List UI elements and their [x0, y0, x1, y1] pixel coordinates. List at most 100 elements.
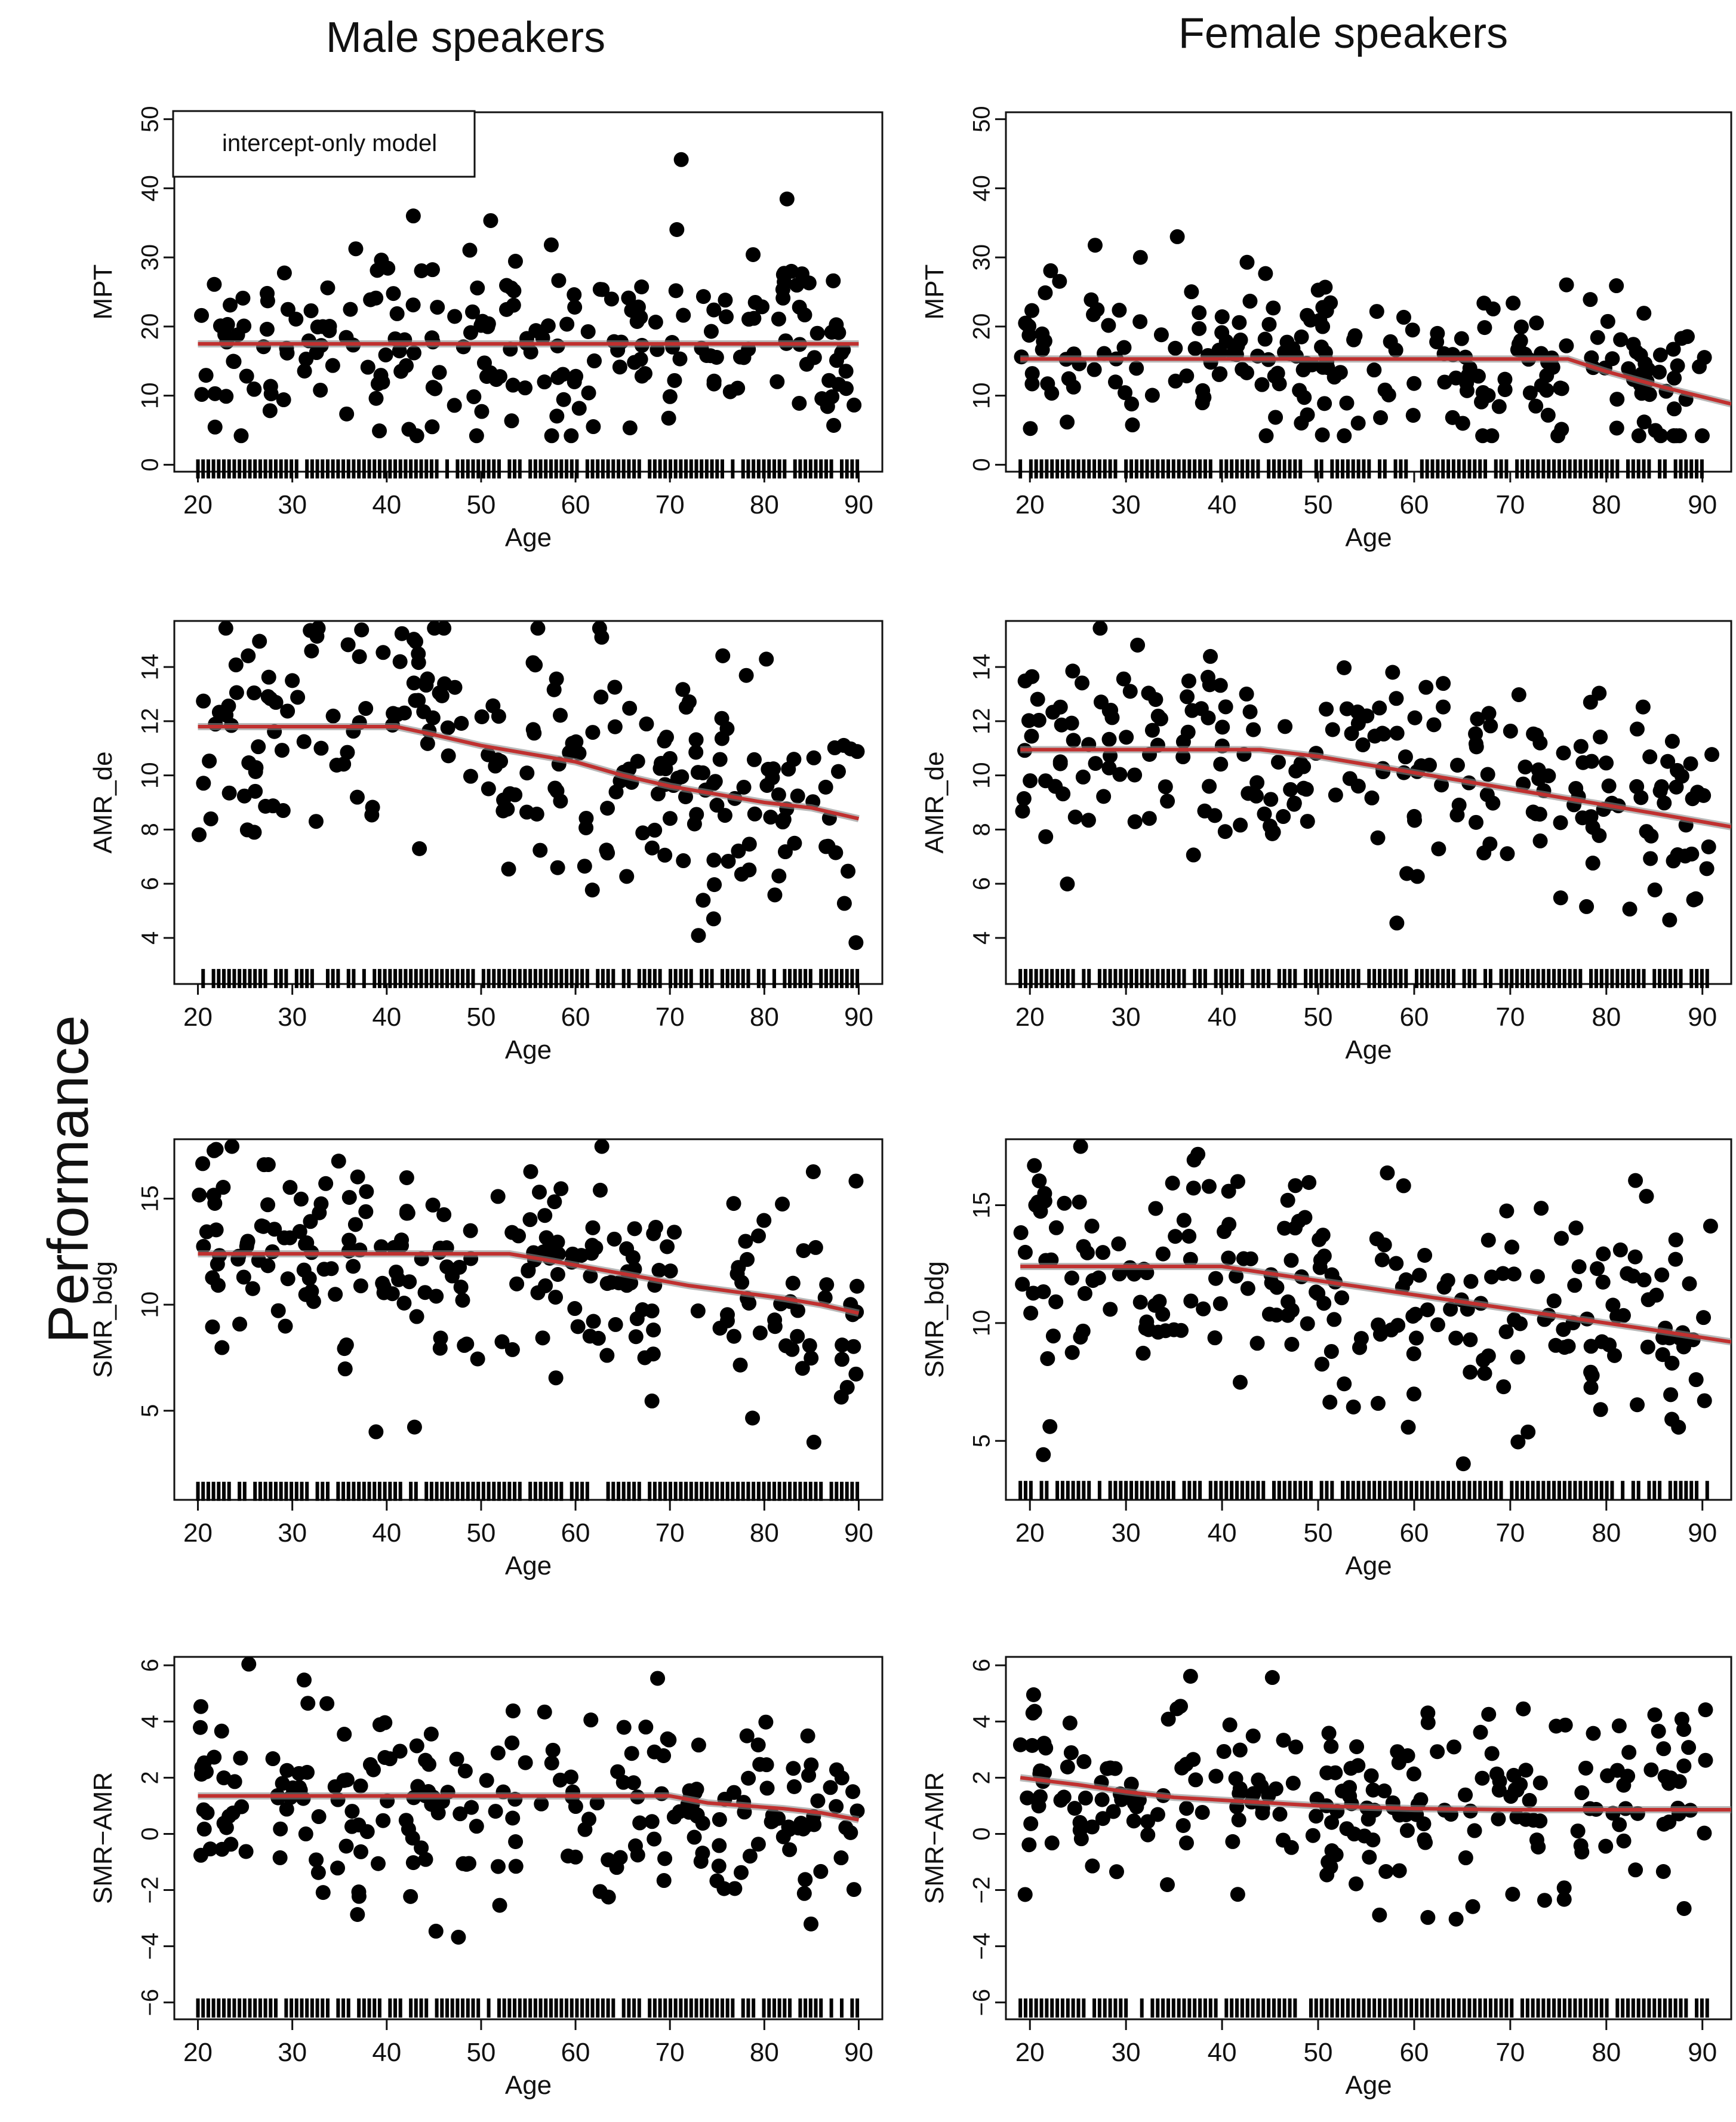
data-point: [391, 1272, 407, 1287]
data-point: [1269, 1280, 1285, 1295]
data-point: [1364, 790, 1380, 805]
data-point: [607, 1231, 622, 1247]
x-tick-label: 60: [561, 1518, 590, 1548]
data-point: [833, 1850, 849, 1866]
data-point: [836, 896, 852, 911]
data-point: [1585, 856, 1600, 871]
data-point: [1694, 428, 1710, 444]
data-point: [616, 1720, 632, 1735]
data-point: [1215, 719, 1230, 735]
data-point: [1505, 1887, 1520, 1902]
data-point: [1408, 1306, 1423, 1322]
data-point: [599, 1348, 615, 1363]
data-point: [1232, 1742, 1248, 1758]
data-point: [621, 290, 636, 306]
data-point: [1516, 1701, 1531, 1717]
data-point: [1144, 722, 1160, 738]
x-tick-label: 20: [183, 1518, 213, 1548]
x-tick-label: 50: [466, 2038, 495, 2067]
data-point: [1195, 1804, 1210, 1820]
data-point: [1095, 1811, 1110, 1826]
data-point: [669, 222, 685, 238]
data-point: [1497, 382, 1513, 398]
data-point: [256, 1219, 271, 1234]
data-point: [600, 845, 615, 861]
x-tick-label: 90: [844, 2038, 873, 2067]
data-point: [707, 774, 723, 789]
data-point: [196, 776, 211, 791]
data-point: [1101, 731, 1117, 747]
data-point: [1208, 1769, 1224, 1784]
data-point: [1357, 1828, 1372, 1844]
data-point: [587, 353, 602, 368]
data-point: [703, 324, 719, 339]
x-tick-label: 50: [1304, 2038, 1333, 2067]
data-point: [619, 869, 635, 884]
data-point: [430, 300, 445, 315]
data-point: [630, 1847, 645, 1863]
data-point: [586, 419, 601, 435]
data-point: [325, 708, 341, 724]
data-point: [1398, 749, 1413, 765]
data-point: [340, 745, 355, 760]
data-point: [833, 1389, 849, 1405]
data-point: [779, 191, 795, 207]
data-point: [324, 1261, 339, 1277]
data-point: [759, 1757, 774, 1773]
data-point: [1021, 327, 1037, 343]
data-point: [1484, 1746, 1500, 1761]
data-point: [1323, 295, 1338, 310]
data-point: [1491, 1782, 1507, 1798]
x-axis-label: Age: [505, 2071, 552, 2100]
data-point: [1697, 1825, 1712, 1841]
data-point: [1513, 1777, 1528, 1792]
data-point: [1697, 350, 1712, 365]
data-point: [1697, 1393, 1712, 1408]
y-tick-label: −4: [137, 1933, 164, 1960]
data-point: [1150, 708, 1166, 724]
data-point: [1475, 385, 1491, 400]
data-point: [771, 311, 786, 327]
data-point: [570, 1319, 586, 1334]
data-point: [1288, 1739, 1304, 1755]
data-point: [304, 643, 319, 659]
data-point: [806, 1434, 821, 1450]
data-point: [715, 648, 731, 663]
data-point: [1081, 813, 1096, 828]
data-point: [627, 1221, 642, 1237]
data-point: [210, 1278, 226, 1293]
data-point: [1642, 749, 1658, 765]
data-point: [1013, 1225, 1029, 1241]
data-point: [712, 1320, 728, 1336]
x-tick-label: 80: [1592, 1002, 1621, 1032]
data-point: [1656, 1816, 1672, 1832]
data-point: [1578, 1760, 1593, 1776]
data-point: [695, 289, 711, 305]
panel-male-diff: 20 30 40 50 60 70 80 90 −6 −4 −2 0 2 4 6 Age SMR−AMR: [88, 1656, 884, 2100]
data-point: [1130, 637, 1146, 653]
data-point: [1158, 779, 1173, 795]
data-point: [1201, 1179, 1217, 1194]
x-tick-label: 80: [750, 1518, 779, 1548]
data-point: [1024, 376, 1040, 392]
data-point: [236, 318, 252, 334]
data-point: [1666, 853, 1681, 869]
data-point: [1208, 1271, 1223, 1286]
data-point: [1217, 824, 1233, 839]
data-point: [845, 1784, 861, 1800]
panel-male-smr: 20 30 40 50 60 70 80 90 5 10 15 Age SMR_bdg: [88, 1138, 884, 1580]
data-point: [1116, 340, 1132, 355]
data-point: [285, 1780, 301, 1795]
data-point: [1654, 1267, 1670, 1283]
data-point: [405, 297, 421, 313]
fit-line: [1020, 748, 1731, 829]
data-point: [1084, 1218, 1100, 1234]
data-point: [1657, 1769, 1673, 1784]
data-point: [1026, 1687, 1041, 1702]
data-point: [1436, 676, 1451, 691]
data-point: [418, 1752, 433, 1768]
data-point: [1257, 806, 1272, 822]
data-point: [668, 283, 684, 299]
data-point: [1558, 1717, 1573, 1733]
